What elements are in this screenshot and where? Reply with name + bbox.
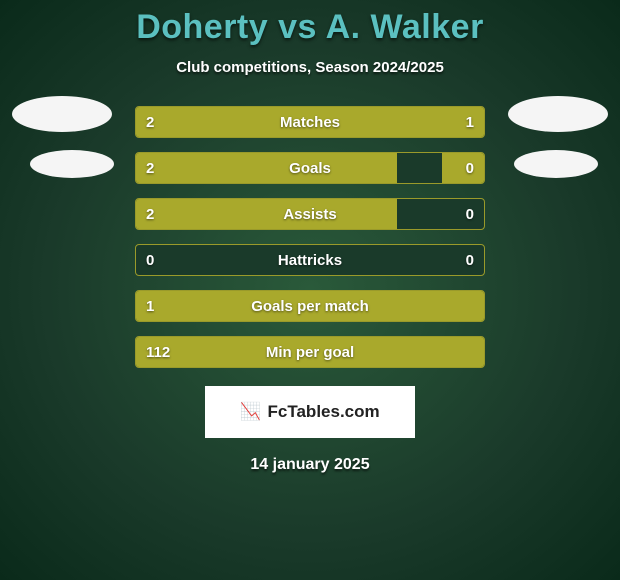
stat-row: 2Goals0: [135, 152, 485, 184]
stat-row: 1Goals per match: [135, 290, 485, 322]
stat-row: 2Assists0: [135, 198, 485, 230]
stat-label: Hattricks: [136, 245, 484, 276]
club-badge-right: [514, 150, 598, 178]
watermark: 📈 FcTables.com: [205, 386, 415, 438]
stat-value-right: 1: [466, 107, 474, 138]
stat-label: Goals per match: [136, 291, 484, 322]
stat-value-right: 0: [466, 153, 474, 184]
player-badge-left: [12, 96, 112, 132]
stat-label: Matches: [136, 107, 484, 138]
stat-value-right: 0: [466, 199, 474, 230]
stat-row: 112Min per goal: [135, 336, 485, 368]
stat-label: Goals: [136, 153, 484, 184]
club-badge-left: [30, 150, 114, 178]
stats-list: 2Matches12Goals02Assists00Hattricks01Goa…: [135, 106, 485, 368]
comparison-card: Doherty vs A. Walker Club competitions, …: [0, 0, 620, 474]
subtitle: Club competitions, Season 2024/2025: [176, 59, 444, 76]
stat-label: Min per goal: [136, 337, 484, 368]
watermark-text: FcTables.com: [268, 402, 380, 422]
stat-value-right: 0: [466, 245, 474, 276]
stat-row: 0Hattricks0: [135, 244, 485, 276]
stat-label: Assists: [136, 199, 484, 230]
date-label: 14 january 2025: [250, 456, 369, 474]
page-title: Doherty vs A. Walker: [136, 8, 484, 47]
stat-row: 2Matches1: [135, 106, 485, 138]
chart-icon: 📈: [240, 402, 261, 422]
player-badge-right: [508, 96, 608, 132]
